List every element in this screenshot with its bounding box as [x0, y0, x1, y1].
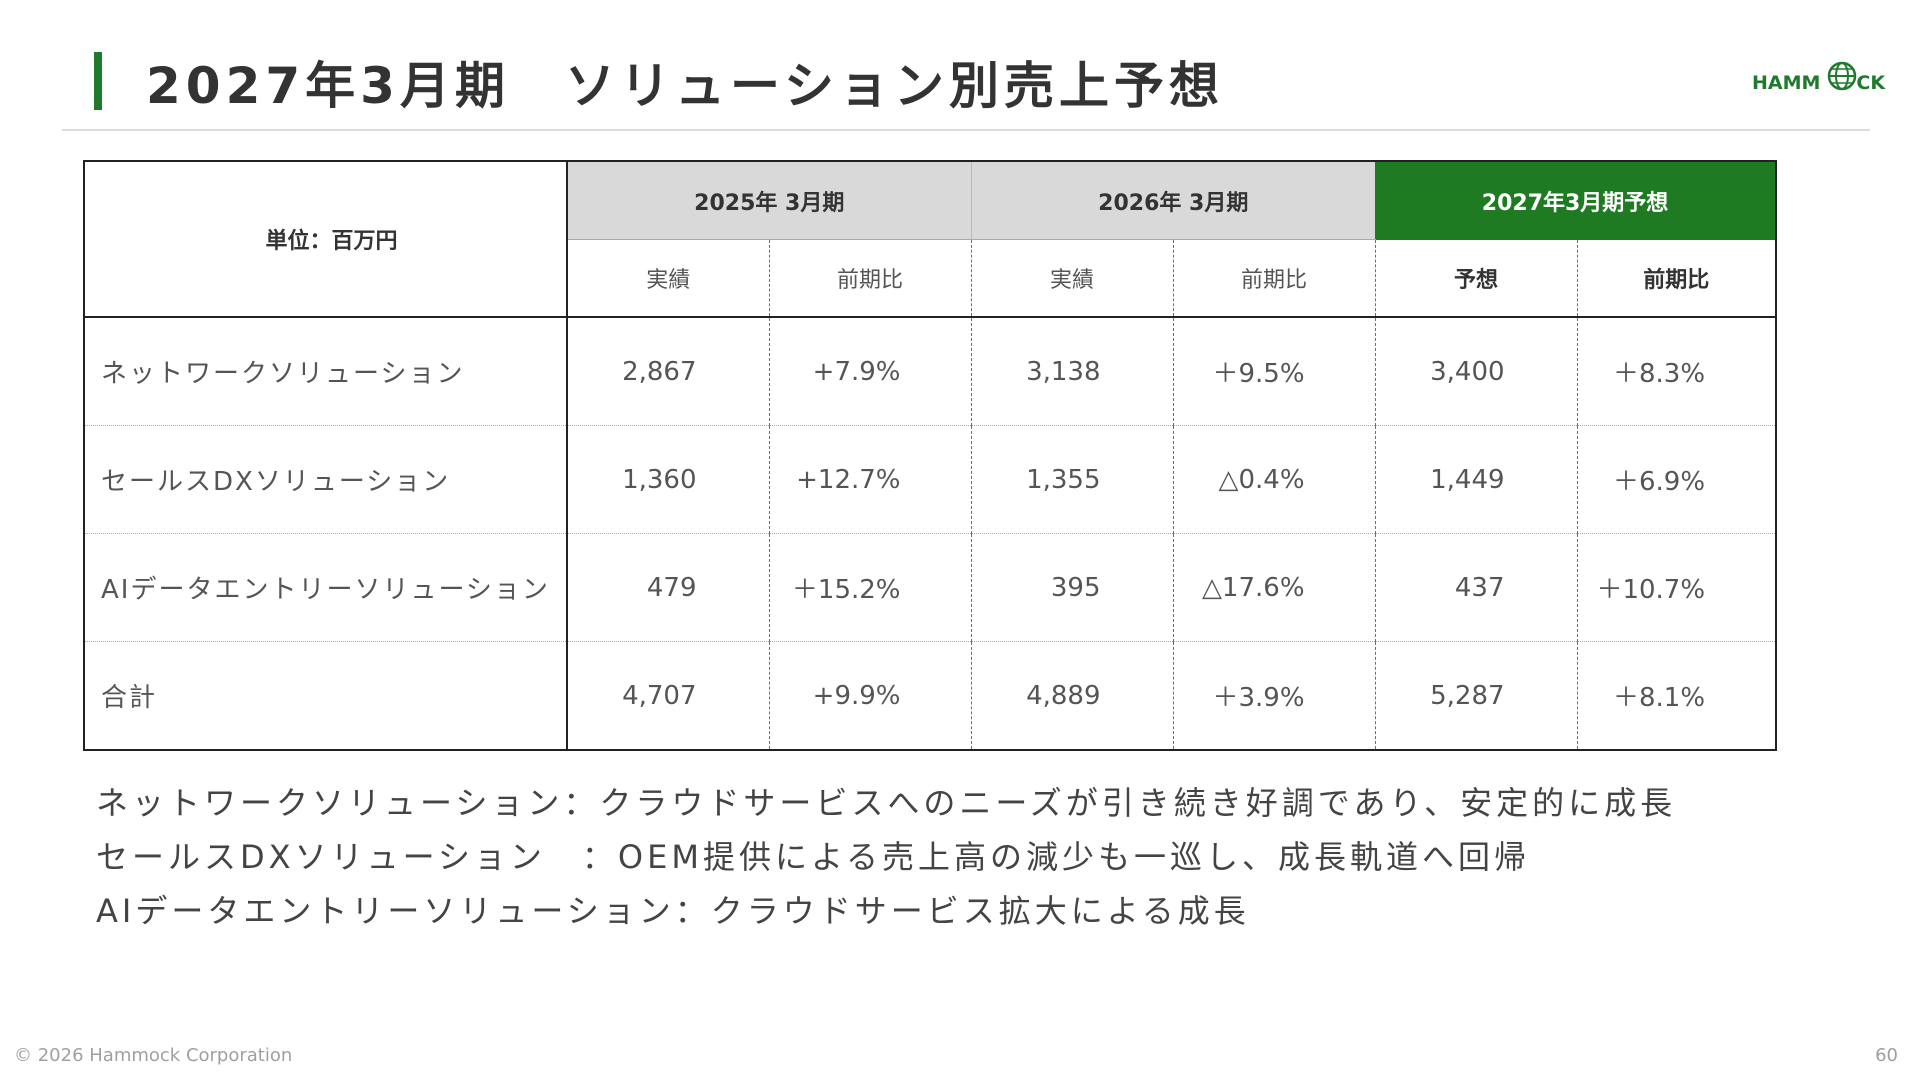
logo-text: HAMM CK — [1752, 72, 1886, 94]
row-label: セールスDXソリューション — [83, 425, 568, 534]
cell-value: +7.9% — [768, 317, 972, 426]
row-label: ネットワークソリューション — [83, 317, 568, 426]
row-label: AIデータエントリーソリューション — [83, 533, 568, 642]
sub-header-yoy: 前期比 — [1172, 239, 1376, 318]
unit-label: 単位：百万円 — [83, 160, 568, 318]
sub-header-yoy: 前期比 — [768, 239, 972, 318]
copyright-text: © 2026 Hammock Corporation — [14, 1045, 293, 1066]
table-row: AIデータエントリーソリューション 479 ＋15.2% 395 △17.6% … — [83, 533, 1778, 642]
cell-value: 395 — [970, 533, 1174, 642]
cell-value: ＋10.7% — [1576, 533, 1778, 642]
cell-value: ＋15.2% — [768, 533, 972, 642]
title-accent-bar — [94, 52, 102, 110]
period-header-2027-forecast: 2027年3月期予想 — [1375, 160, 1778, 240]
table-row: セールスDXソリューション 1,360 +12.7% 1,355 △0.4% 1… — [83, 425, 1778, 534]
period-header-2025: 2025年 3月期 — [567, 160, 972, 240]
page-number: 60 — [1875, 1045, 1898, 1066]
cell-value: ＋6.9% — [1576, 425, 1778, 534]
cell-value: +9.9% — [768, 641, 972, 751]
cell-value: ＋9.5% — [1172, 317, 1376, 426]
cell-value: ＋8.1% — [1576, 641, 1778, 751]
note-line: AIデータエントリーソリューション：クラウドサービス拡大による成長 — [96, 892, 1250, 930]
period-header-2026: 2026年 3月期 — [970, 160, 1376, 240]
commentary-notes: ネットワークソリューション：クラウドサービスへのニーズが引き続き好調であり、安定… — [96, 776, 1676, 938]
globe-icon — [1827, 61, 1857, 91]
sales-forecast-table: 単位：百万円 2025年 3月期 2026年 3月期 2027年3月期予想 実績… — [83, 160, 1778, 751]
cell-value: 1,449 — [1374, 425, 1578, 534]
note-line: セールスDXソリューション ：OEM提供による売上高の減少も一巡し、成長軌道へ回… — [96, 838, 1530, 876]
cell-value: ＋3.9% — [1172, 641, 1376, 751]
cell-value: +12.7% — [768, 425, 972, 534]
cell-value: 1,355 — [970, 425, 1174, 534]
cell-value: 479 — [567, 533, 769, 642]
cell-value: 3,400 — [1374, 317, 1578, 426]
hammock-logo: HAMM CK — [1752, 58, 1886, 98]
cell-value: △0.4% — [1172, 425, 1376, 534]
table-row: ネットワークソリューション 2,867 +7.9% 3,138 ＋9.5% 3,… — [83, 317, 1778, 426]
sub-header-row: 実績 前期比 実績 前期比 予想 前期比 — [84, 239, 1778, 318]
cell-value: 3,138 — [970, 317, 1174, 426]
sub-header-yoy: 前期比 — [1576, 239, 1778, 318]
cell-value: 437 — [1374, 533, 1578, 642]
sub-header-actual: 実績 — [567, 239, 769, 318]
period-header-row: 単位：百万円 2025年 3月期 2026年 3月期 2027年3月期予想 — [83, 160, 1778, 318]
note-line: ネットワークソリューション：クラウドサービスへのニーズが引き続き好調であり、安定… — [96, 784, 1677, 822]
cell-value: ＋8.3% — [1576, 317, 1778, 426]
cell-value: △17.6% — [1172, 533, 1376, 642]
sub-header-actual: 実績 — [970, 239, 1174, 318]
title-divider — [62, 129, 1870, 131]
cell-value: 5,287 — [1374, 641, 1578, 751]
cell-value: 1,360 — [567, 425, 769, 534]
row-label: 合計 — [83, 641, 568, 751]
cell-value: 4,707 — [567, 641, 769, 751]
cell-value: 2,867 — [567, 317, 769, 426]
sub-header-forecast: 予想 — [1374, 239, 1578, 318]
cell-value: 4,889 — [970, 641, 1174, 751]
page-title: 2027年3月期 ソリューション別売上予想 — [146, 57, 1224, 115]
table-row-total: 合計 4,707 +9.9% 4,889 ＋3.9% 5,287 ＋8.1% — [83, 641, 1778, 751]
